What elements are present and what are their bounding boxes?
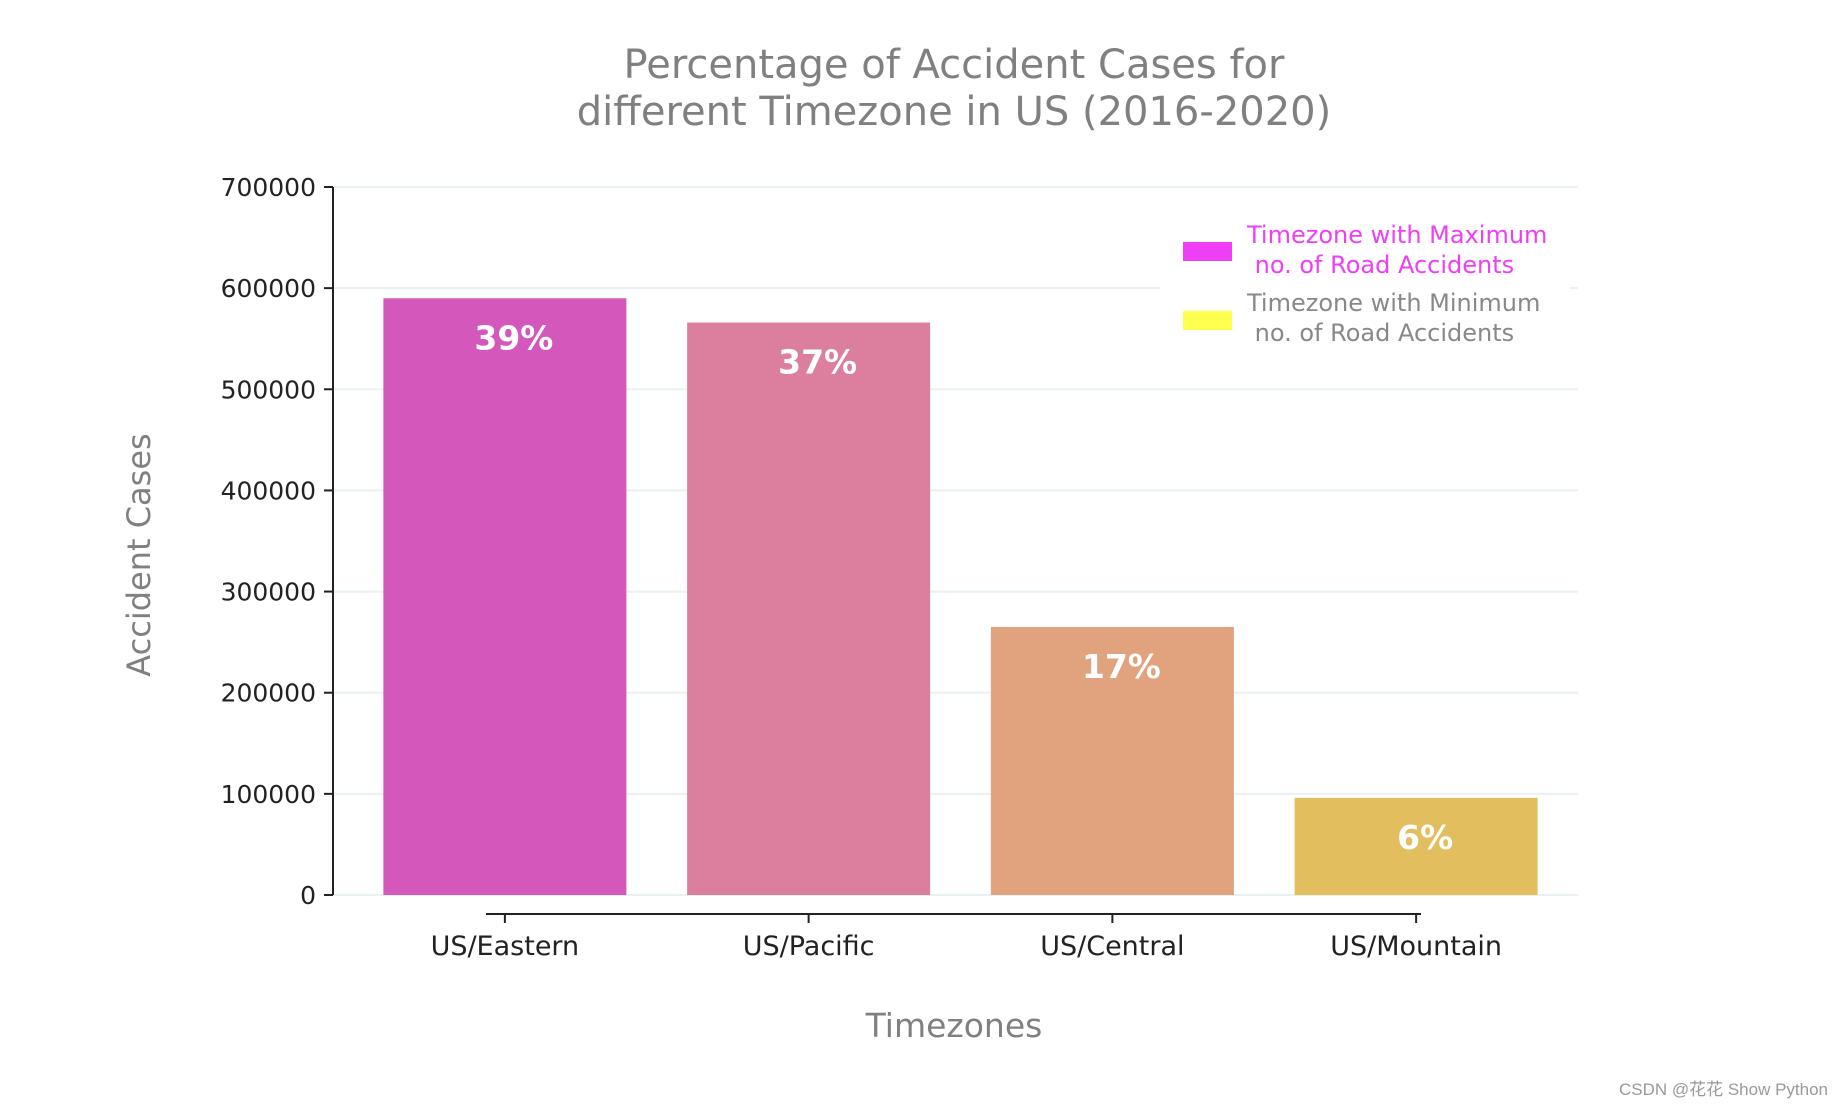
y-tick-label: 400000 xyxy=(221,476,316,505)
x-tick-label: US/Eastern xyxy=(431,931,580,962)
x-tick-label: US/Central xyxy=(1040,931,1184,962)
bars xyxy=(383,298,1538,895)
y-tick-label: 300000 xyxy=(221,578,316,607)
x-tick-label: US/Pacific xyxy=(743,931,875,962)
bar-data-label: 37% xyxy=(778,343,857,382)
y-tick-label: 100000 xyxy=(221,780,316,809)
y-tick-label: 200000 xyxy=(221,679,316,708)
legend-label-max-line-1: Timezone with Maximum xyxy=(1246,221,1547,249)
y-axis-ticks: 0 100000 200000 300000 400000 500000 600000 700… xyxy=(221,173,333,910)
bar-us-central xyxy=(990,626,1234,895)
bar-data-label: 17% xyxy=(1082,647,1161,686)
chart-title-line-2: different Timezone in US (2016-2020) xyxy=(577,89,1331,135)
y-tick-label: 600000 xyxy=(221,274,316,303)
legend-swatch-max xyxy=(1183,242,1232,261)
bar-data-label: 39% xyxy=(474,318,553,357)
chart-title: Percentage of Accident Cases for differe… xyxy=(577,42,1331,135)
bar-us-eastern xyxy=(383,298,627,895)
x-tick-label: US/Mountain xyxy=(1330,931,1502,962)
legend-label-min-line-2: no. of Road Accidents xyxy=(1247,319,1514,347)
bar-us-mountain xyxy=(1294,797,1538,895)
watermark-text: CSDN @花花 Show Python xyxy=(1618,1080,1828,1099)
legend: Timezone with Maximum no. of Road Accide… xyxy=(1160,208,1570,348)
bar-us-pacific xyxy=(687,322,931,895)
x-axis-label: Timezones xyxy=(865,1006,1043,1045)
legend-label-min-line-1: Timezone with Minimum xyxy=(1246,289,1540,317)
y-tick-label: 0 xyxy=(300,881,316,910)
y-tick-label: 700000 xyxy=(221,173,316,202)
legend-label-max-line-2: no. of Road Accidents xyxy=(1247,251,1514,279)
chart-title-line-1: Percentage of Accident Cases for xyxy=(624,42,1286,88)
x-axis-ticks: US/Eastern US/Pacific US/Central US/Mountai… xyxy=(431,914,1502,962)
legend-swatch-min xyxy=(1183,311,1232,330)
y-tick-label: 500000 xyxy=(221,375,316,404)
y-axis-label: Accident Cases xyxy=(120,433,158,676)
bar-data-labels: 39% 37% 17% 6% xyxy=(474,318,1453,857)
bar-data-label: 6% xyxy=(1397,818,1453,857)
